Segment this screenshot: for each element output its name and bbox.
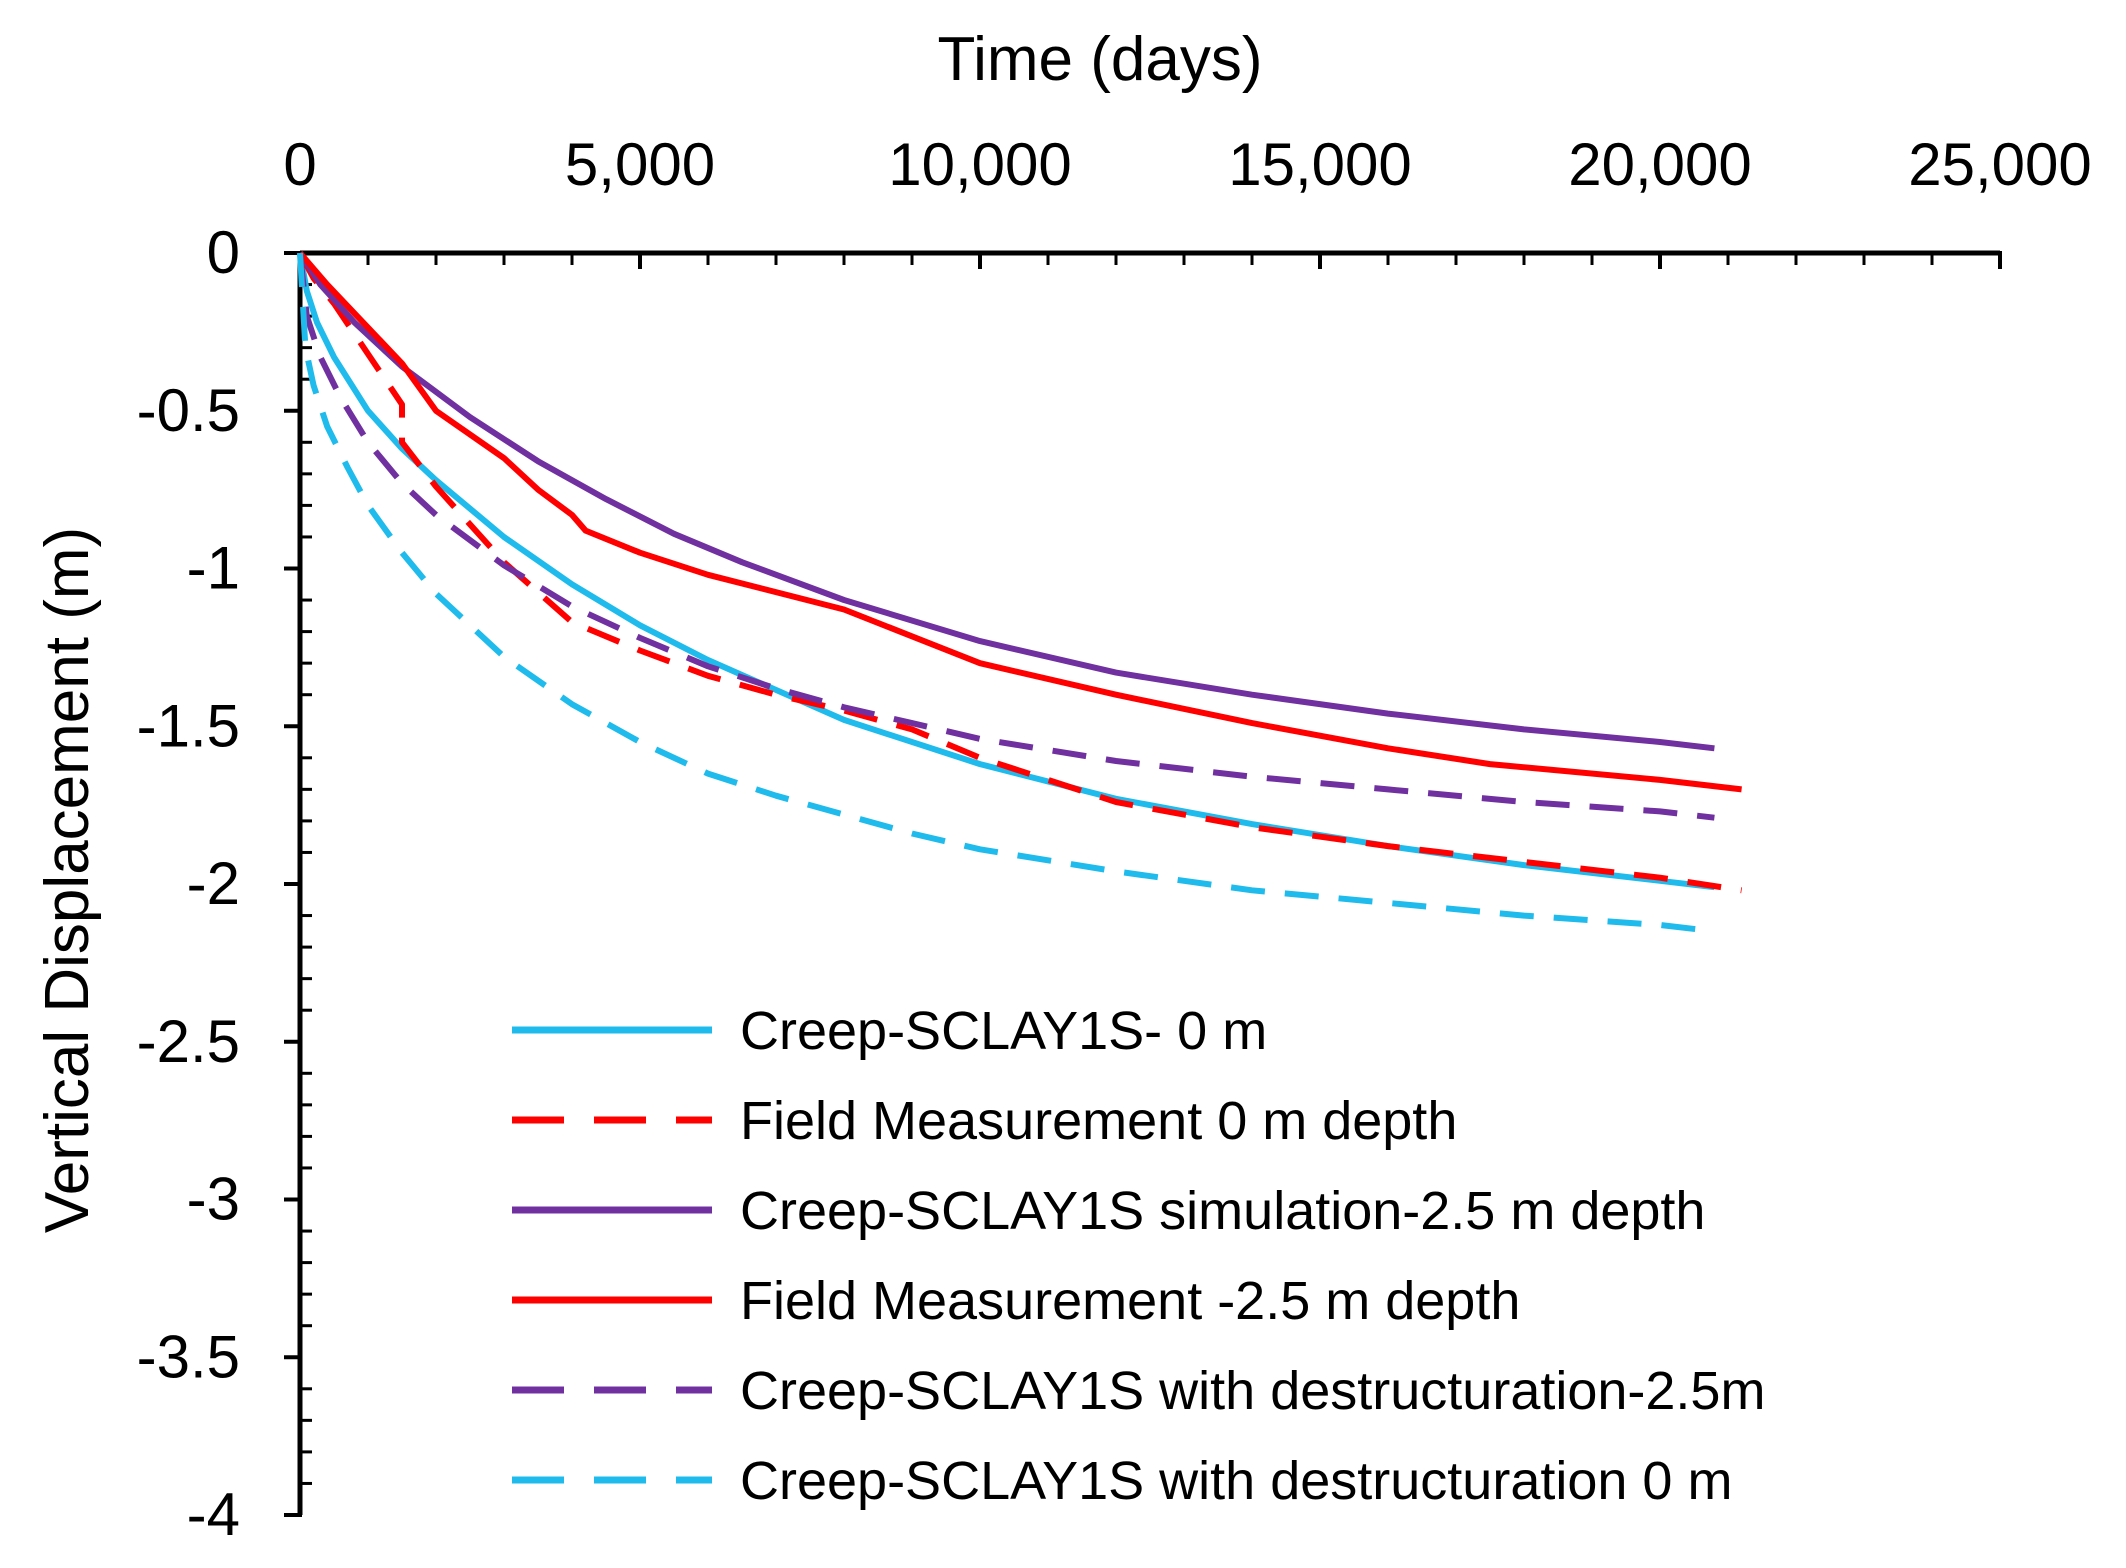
y-axis: 0 -0.5 -1 -1.5 -2 -2.5 -3 -3.5 -4 (137, 219, 312, 1548)
x-tick-label: 25,000 (1908, 131, 2092, 198)
series-line-4 (297, 251, 1742, 793)
y-tick-label: -3 (187, 1166, 240, 1233)
y-tick-label: -2.5 (137, 1008, 240, 1075)
series-line-2 (297, 251, 1743, 894)
x-tick-label: 5,000 (565, 131, 715, 198)
series-line-6 (297, 252, 1715, 935)
legend-label: Creep-SCLAY1S with destructuration 0 m (740, 1451, 1732, 1511)
x-tick-label: 15,000 (1228, 131, 1412, 198)
x-tick-label: 0 (283, 131, 316, 198)
legend-item: Field Measurement -2.5 m depth (512, 1271, 1520, 1331)
legend-label: Field Measurement -2.5 m depth (740, 1271, 1520, 1331)
legend-label: Creep-SCLAY1S with destructuration-2.5m (740, 1361, 1765, 1421)
y-axis-title: Vertical Displacement (m) (33, 527, 102, 1233)
legend-label: Creep-SCLAY1S- 0 m (740, 1001, 1267, 1061)
y-tick-label: 0 (207, 219, 240, 286)
legend-item: Creep-SCLAY1S simulation-2.5 m depth (512, 1181, 1705, 1241)
series-group (297, 251, 1743, 935)
legend-item: Creep-SCLAY1S- 0 m (512, 1001, 1267, 1061)
series-line-5 (297, 252, 1715, 821)
y-tick-label: -0.5 (137, 377, 240, 444)
legend-label: Field Measurement 0 m depth (740, 1091, 1457, 1151)
legend: Creep-SCLAY1S- 0 m Field Measurement 0 m … (512, 1001, 1765, 1511)
legend-item: Creep-SCLAY1S with destructuration-2.5m (512, 1361, 1765, 1421)
y-tick-label: -4 (187, 1481, 240, 1548)
x-tick-label: 20,000 (1568, 131, 1752, 198)
y-tick-label: -1 (187, 535, 240, 602)
y-tick-label: -1.5 (137, 692, 240, 759)
x-axis: 0 5,000 10,000 15,000 20,000 25,000 (283, 131, 2092, 269)
x-tick-label: 10,000 (888, 131, 1072, 198)
legend-item: Creep-SCLAY1S with destructuration 0 m (512, 1451, 1732, 1511)
legend-item: Field Measurement 0 m depth (512, 1091, 1457, 1151)
series-line-3 (297, 251, 1715, 752)
y-tick-label: -2 (187, 850, 240, 917)
x-axis-title: Time (days) (938, 25, 1263, 94)
y-tick-label: -3.5 (137, 1323, 240, 1390)
legend-label: Creep-SCLAY1S simulation-2.5 m depth (740, 1181, 1705, 1241)
